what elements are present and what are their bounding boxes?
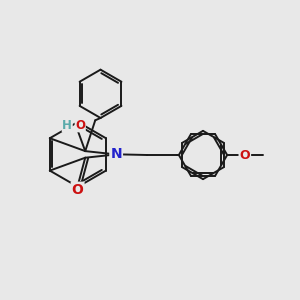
Text: O: O	[239, 148, 250, 161]
Text: O: O	[72, 183, 83, 197]
Text: H: H	[62, 119, 72, 132]
Text: N: N	[110, 147, 122, 161]
Text: O: O	[75, 119, 85, 132]
